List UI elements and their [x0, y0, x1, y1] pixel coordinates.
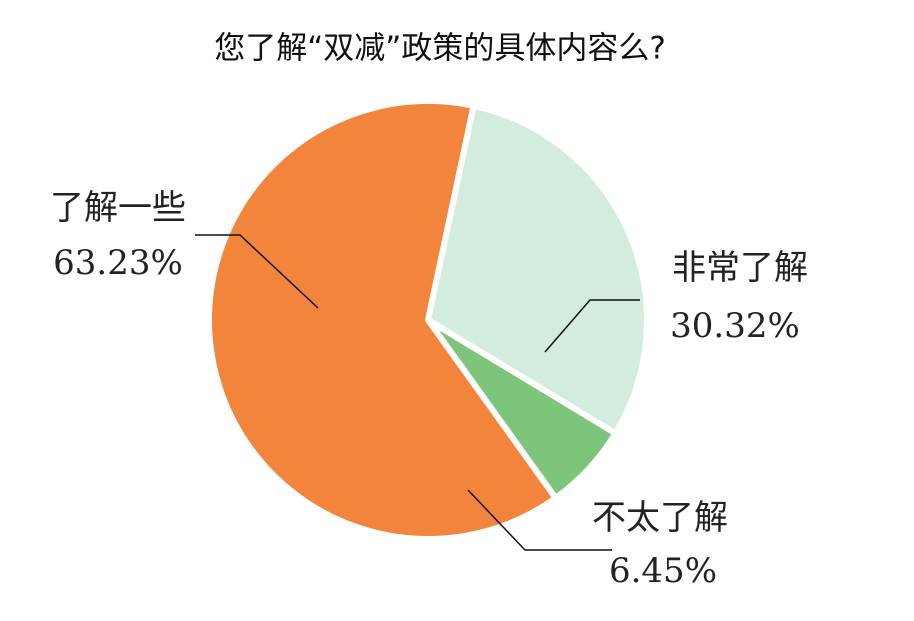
leader-line: [467, 489, 612, 551]
leader-line: [195, 234, 319, 309]
pie-slice: [206, 98, 559, 542]
slice-label: 不太了解: [592, 498, 728, 538]
slice-label: 了解一些: [50, 188, 186, 228]
chart-title: 您了解“双减”政策的具体内容么?: [214, 31, 666, 67]
value-label: 30.32%: [670, 306, 800, 346]
value-label: 63.23%: [53, 243, 183, 283]
leader-line: [544, 299, 640, 353]
value-label: 6.45%: [609, 551, 717, 591]
slice-label: 非常了解: [672, 248, 808, 288]
